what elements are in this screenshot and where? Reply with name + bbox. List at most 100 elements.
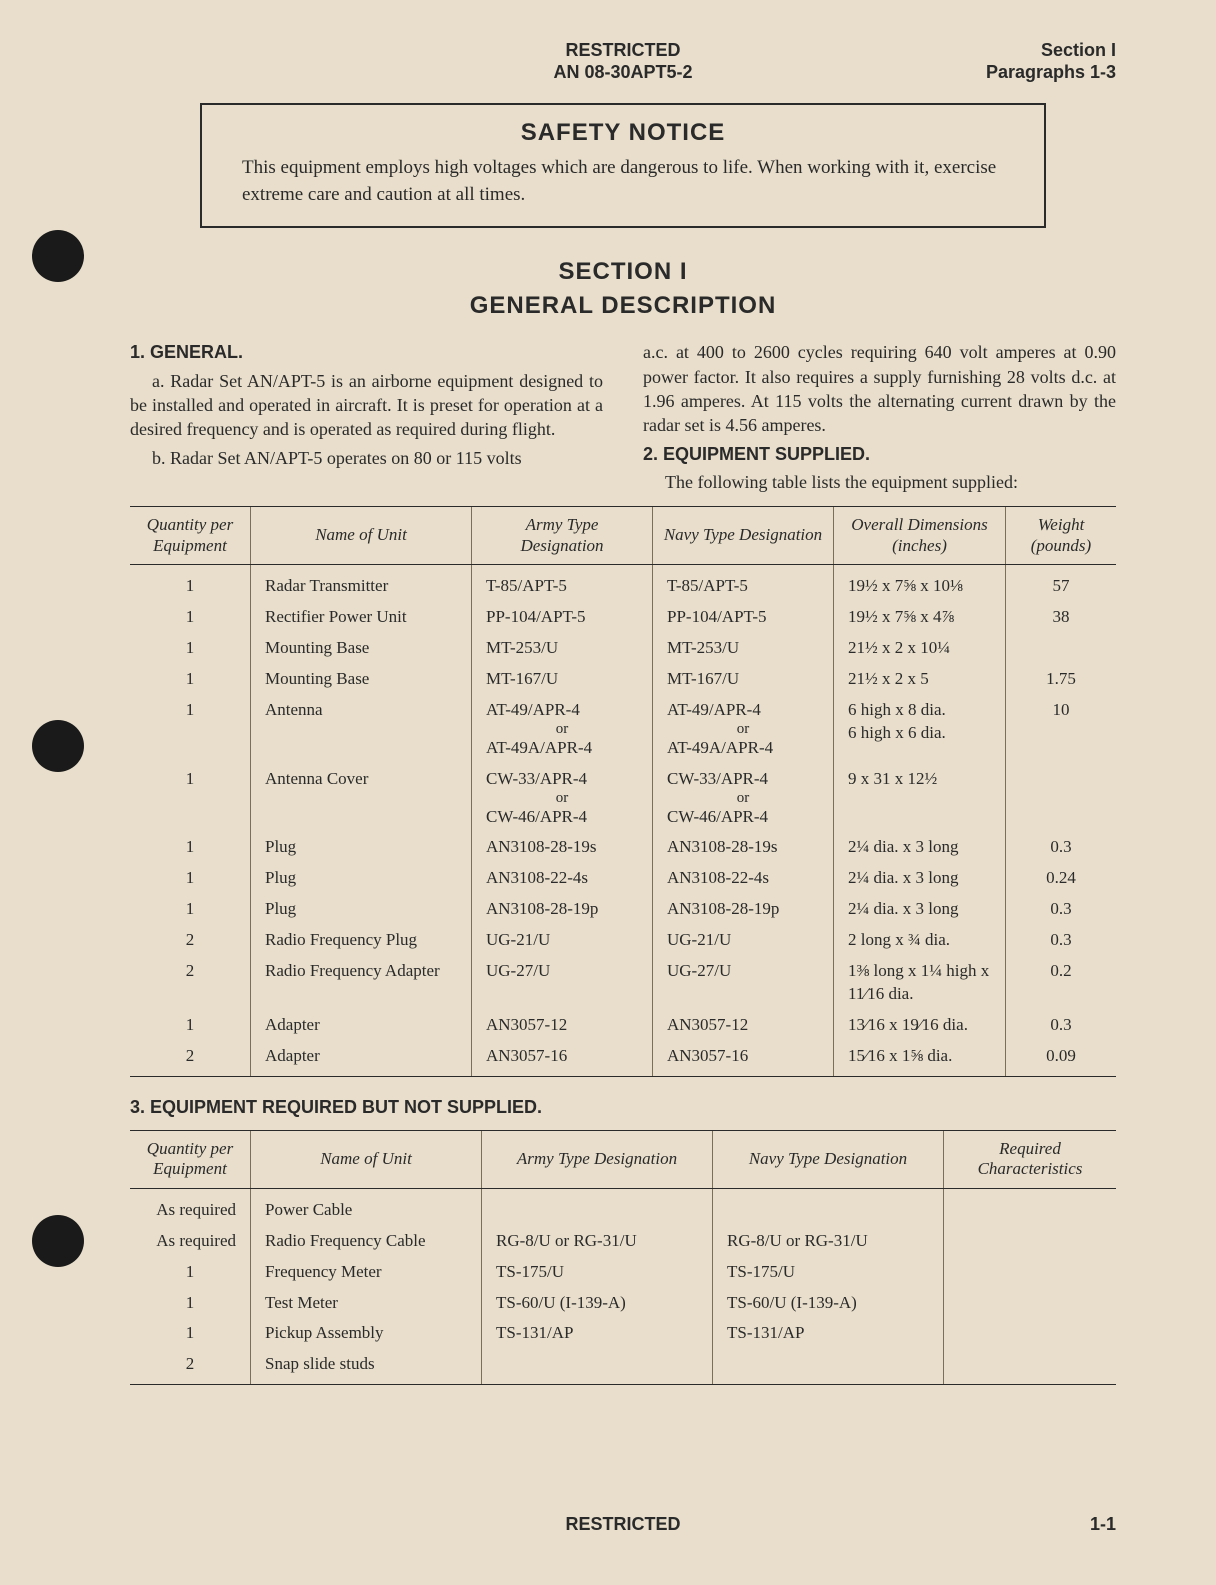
table-row: 1AdapterAN3057-12AN3057-1213⁄16 x 19⁄16 … [130, 1010, 1116, 1041]
col-name: Name of Unit [251, 507, 472, 565]
cell-qty: 1 [130, 863, 251, 894]
right-column: a.c. at 400 to 2600 cycles requiring 640… [643, 340, 1116, 494]
page: RESTRICTED AN 08-30APT5-2 Section I Para… [0, 0, 1216, 1585]
cell-name: Radio Frequency Plug [251, 925, 472, 956]
cell-army [482, 1188, 713, 1225]
cell-qty: As required [130, 1188, 251, 1225]
cell-name: Power Cable [251, 1188, 482, 1225]
body-columns: 1. GENERAL. a. Radar Set AN/APT-5 is an … [130, 340, 1116, 494]
cell-army: RG-8/U or RG-31/U [482, 1226, 713, 1257]
cell-name: Radio Frequency Adapter [251, 956, 472, 1010]
cell-wt: 0.3 [1006, 925, 1117, 956]
cell-navy: AN3108-28-19p [653, 894, 834, 925]
cell-navy [713, 1188, 944, 1225]
table-row: 1Antenna CoverCW-33/APR-4orCW-46/APR-4CW… [130, 764, 1116, 833]
cell-name: Rectifier Power Unit [251, 602, 472, 633]
cell-name: Plug [251, 863, 472, 894]
cell-req [944, 1226, 1117, 1257]
table-row: 1PlugAN3108-22-4sAN3108-22-4s2¼ dia. x 3… [130, 863, 1116, 894]
section-line1: SECTION I [130, 258, 1116, 286]
cell-qty: 1 [130, 695, 251, 764]
section-line2: GENERAL DESCRIPTION [130, 292, 1116, 320]
cell-army: AN3057-16 [472, 1041, 653, 1076]
col-navy: Navy Type Designation [653, 507, 834, 565]
para-1-head: 1. GENERAL. [130, 340, 603, 364]
cell-wt: 38 [1006, 602, 1117, 633]
cell-qty: 2 [130, 956, 251, 1010]
cell-qty: As required [130, 1226, 251, 1257]
equipment-supplied-table: Quantity per Equipment Name of Unit Army… [130, 506, 1116, 1077]
cell-navy: AN3108-28-19s [653, 832, 834, 863]
cell-qty: 1 [130, 832, 251, 863]
cell-qty: 1 [130, 1318, 251, 1349]
col-qty: Quantity per Equipment [130, 507, 251, 565]
table-header-row: Quantity per Equipment Name of Unit Army… [130, 507, 1116, 565]
hole-punch-icon [32, 230, 84, 282]
cell-qty: 2 [130, 1041, 251, 1076]
notice-title: SAFETY NOTICE [242, 119, 1004, 147]
cell-name: Adapter [251, 1010, 472, 1041]
left-column: 1. GENERAL. a. Radar Set AN/APT-5 is an … [130, 340, 603, 494]
col-wt: Weight (pounds) [1006, 507, 1117, 565]
table-row: 1Mounting BaseMT-167/UMT-167/U21½ x 2 x … [130, 664, 1116, 695]
col-dim: Overall Dimensions (inches) [834, 507, 1006, 565]
para-1b-right: a.c. at 400 to 2600 cycles requiring 640… [643, 340, 1116, 437]
para-1b-left: b. Radar Set AN/APT-5 operates on 80 or … [130, 446, 603, 470]
para-1a: a. Radar Set AN/APT-5 is an airborne equ… [130, 369, 603, 442]
cell-army: TS-131/AP [482, 1318, 713, 1349]
cell-name: Plug [251, 832, 472, 863]
table-row: 1Test MeterTS-60/U (I-139-A)TS-60/U (I-1… [130, 1288, 1116, 1319]
cell-name: Plug [251, 894, 472, 925]
cell-wt: 0.2 [1006, 956, 1117, 1010]
cell-name: Antenna Cover [251, 764, 472, 833]
table-row: 2Snap slide studs [130, 1349, 1116, 1384]
cell-army: AT-49/APR-4orAT-49A/APR-4 [472, 695, 653, 764]
cell-army: TS-175/U [482, 1257, 713, 1288]
cell-wt: 1.75 [1006, 664, 1117, 695]
cell-navy: UG-21/U [653, 925, 834, 956]
cell-navy: TS-131/AP [713, 1318, 944, 1349]
table-row: 1PlugAN3108-28-19sAN3108-28-19s2¼ dia. x… [130, 832, 1116, 863]
cell-wt: 0.09 [1006, 1041, 1117, 1076]
cell-name: Adapter [251, 1041, 472, 1076]
table-row: 1AntennaAT-49/APR-4orAT-49A/APR-4AT-49/A… [130, 695, 1116, 764]
cell-qty: 1 [130, 564, 251, 601]
cell-army: AN3108-22-4s [472, 863, 653, 894]
cell-dim: 2¼ dia. x 3 long [834, 894, 1006, 925]
cell-dim: 13⁄16 x 19⁄16 dia. [834, 1010, 1006, 1041]
cell-wt: 0.3 [1006, 1010, 1117, 1041]
col-navy: Navy Type Designation [713, 1130, 944, 1188]
table-row: 1Radar TransmitterT-85/APT-5T-85/APT-519… [130, 564, 1116, 601]
cell-dim: 6 high x 8 dia.6 high x 6 dia. [834, 695, 1006, 764]
cell-dim: 21½ x 2 x 5 [834, 664, 1006, 695]
para-2-head: 2. EQUIPMENT SUPPLIED. [643, 442, 1116, 466]
page-header: RESTRICTED AN 08-30APT5-2 Section I Para… [130, 40, 1116, 83]
para-3-head: 3. EQUIPMENT REQUIRED BUT NOT SUPPLIED. [130, 1097, 1116, 1118]
table-header-row: Quantity per Equipment Name of Unit Army… [130, 1130, 1116, 1188]
cell-name: Snap slide studs [251, 1349, 482, 1384]
table-row: 2AdapterAN3057-16AN3057-1615⁄16 x 1⅝ dia… [130, 1041, 1116, 1076]
cell-dim: 2¼ dia. x 3 long [834, 863, 1006, 894]
page-footer: RESTRICTED 1-1 [130, 1514, 1116, 1535]
table-row: 2Radio Frequency AdapterUG-27/UUG-27/U1⅜… [130, 956, 1116, 1010]
header-paragraphs: Paragraphs 1-3 [986, 62, 1116, 84]
equipment-required-table: Quantity per Equipment Name of Unit Army… [130, 1130, 1116, 1385]
cell-navy: UG-27/U [653, 956, 834, 1010]
cell-qty: 1 [130, 1257, 251, 1288]
section-3: 3. EQUIPMENT REQUIRED BUT NOT SUPPLIED. … [130, 1097, 1116, 1385]
table-row: 1Pickup AssemblyTS-131/APTS-131/AP [130, 1318, 1116, 1349]
col-army: Army Type Designation [472, 507, 653, 565]
cell-dim: 2 long x ¾ dia. [834, 925, 1006, 956]
cell-dim: 19½ x 7⅝ x 4⅞ [834, 602, 1006, 633]
col-army: Army Type Designation [482, 1130, 713, 1188]
cell-army: MT-253/U [472, 633, 653, 664]
cell-navy: PP-104/APT-5 [653, 602, 834, 633]
cell-name: Pickup Assembly [251, 1318, 482, 1349]
cell-navy: MT-167/U [653, 664, 834, 695]
cell-navy: MT-253/U [653, 633, 834, 664]
cell-navy: TS-60/U (I-139-A) [713, 1288, 944, 1319]
cell-name: Radio Frequency Cable [251, 1226, 482, 1257]
cell-wt: 0.3 [1006, 894, 1117, 925]
cell-dim: 15⁄16 x 1⅝ dia. [834, 1041, 1006, 1076]
header-right: Section I Paragraphs 1-3 [986, 40, 1116, 83]
